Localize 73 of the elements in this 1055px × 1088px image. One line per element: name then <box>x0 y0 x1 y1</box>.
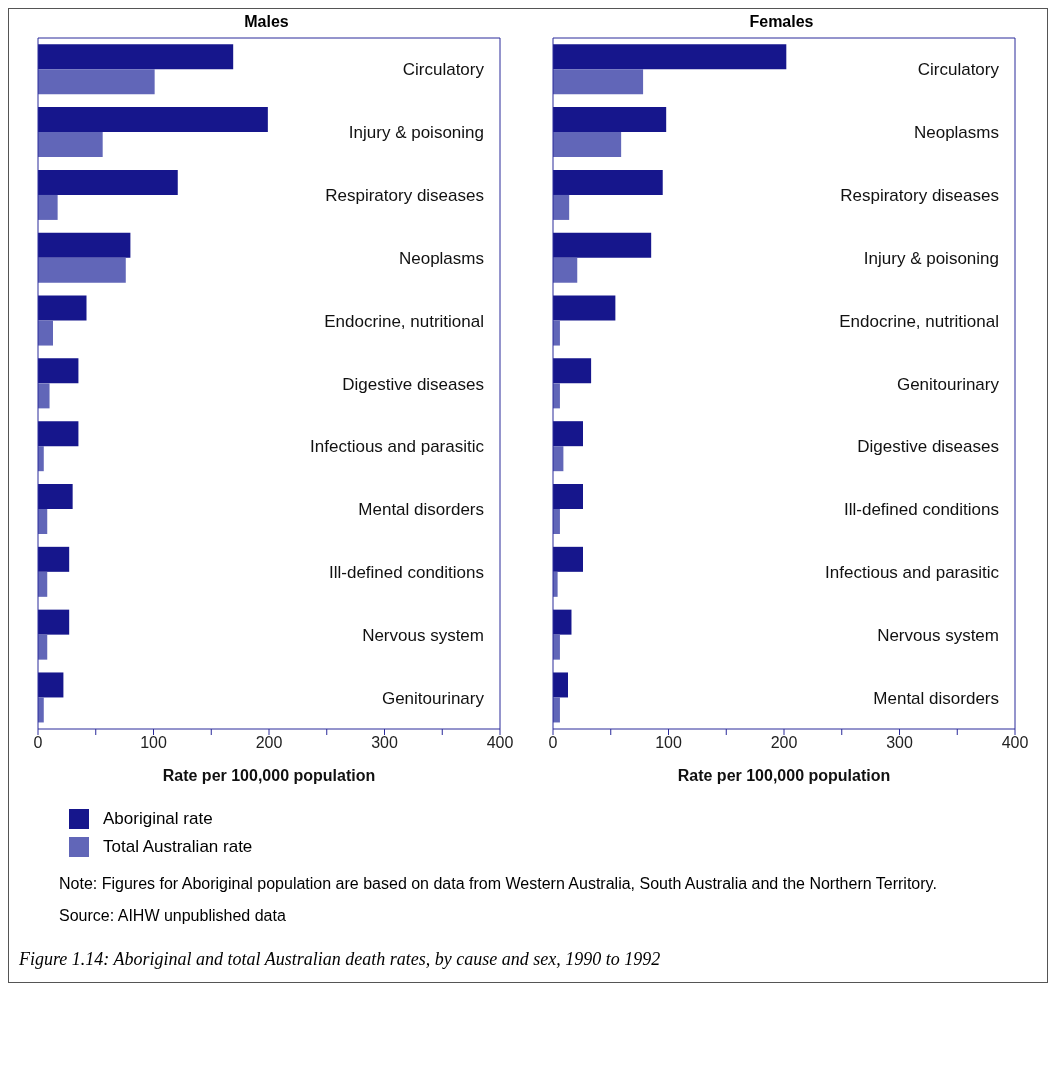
bar <box>553 257 578 283</box>
y-tick-label: Neoplasms <box>913 123 999 143</box>
chart-title: Females <box>748 13 815 32</box>
x-tick-label: 400 <box>486 734 514 752</box>
bar <box>38 257 126 283</box>
chart-title: Males <box>243 13 290 32</box>
bar <box>38 320 54 346</box>
bar <box>553 194 570 220</box>
bar <box>38 132 103 158</box>
bar <box>38 107 268 133</box>
bar <box>553 672 569 698</box>
y-tick-label: Neoplasms <box>398 248 484 268</box>
y-tick-label: Mental disorders <box>358 500 484 520</box>
bar <box>553 107 667 133</box>
source-note: Source: AIHW unpublished data <box>59 907 287 925</box>
y-tick-label: Injury & poisoning <box>863 248 999 268</box>
x-tick-label: 100 <box>140 734 167 752</box>
caption: Figure 1.14: Aboriginal and total Australian death rates, by cause and sex, 1990 to 1992 <box>19 949 662 970</box>
y-tick-label: Genitourinary <box>381 688 485 708</box>
bar <box>553 232 652 258</box>
bar <box>38 44 234 70</box>
bar <box>38 232 131 258</box>
bar <box>553 484 584 510</box>
bar <box>553 546 584 572</box>
y-tick-label: Nervous system <box>877 625 999 645</box>
bar <box>553 169 663 195</box>
y-tick-label: Nervous system <box>362 625 484 645</box>
y-tick-label: Mental disorders <box>873 688 999 708</box>
text: Note: Figures for Aboriginal population are based on data from Western Australia, South Australia and the Northern Territory. <box>59 875 938 893</box>
bar <box>38 194 58 220</box>
bar <box>553 132 622 158</box>
bar <box>38 169 178 195</box>
y-tick-label: Ill-defined conditions <box>844 500 999 520</box>
x-tick-label: 300 <box>371 734 398 752</box>
legend-label: Total Australian rate <box>103 837 253 857</box>
y-tick-label: Circulatory <box>402 60 485 80</box>
bar <box>38 546 70 572</box>
y-tick-label: Endocrine, nutritional <box>839 311 999 331</box>
bar <box>38 383 50 409</box>
x-tick-label: 400 <box>1001 734 1029 752</box>
bar <box>38 295 87 321</box>
y-tick-label: Respiratory diseases <box>325 186 484 206</box>
x-tick-label: 0 <box>33 734 43 752</box>
bar <box>553 421 584 447</box>
y-tick-label: Digestive diseases <box>342 374 484 394</box>
x-axis-title: Rate per 100,000 population <box>162 767 376 784</box>
bar <box>38 69 155 95</box>
bar <box>38 484 73 510</box>
y-tick-label: Infectious and parasitic <box>825 562 1000 582</box>
y-tick-label: Respiratory diseases <box>840 186 999 206</box>
y-tick-label: Endocrine, nutritional <box>324 311 484 331</box>
bar <box>553 295 616 321</box>
x-tick-label: 300 <box>886 734 913 752</box>
legend-label: Aboriginal rate <box>103 809 213 829</box>
y-tick-label: Ill-defined conditions <box>329 562 484 582</box>
x-tick-label: 100 <box>655 734 682 752</box>
x-tick-label: 200 <box>255 734 283 752</box>
bar <box>38 421 79 447</box>
bar <box>553 358 592 384</box>
x-tick-label: 200 <box>770 734 798 752</box>
bar <box>38 358 79 384</box>
bar <box>38 672 64 698</box>
x-axis-title: Rate per 100,000 population <box>677 767 891 784</box>
y-tick-label: Circulatory <box>917 60 1000 80</box>
bar <box>553 609 572 635</box>
x-tick-label: 0 <box>548 734 558 752</box>
y-tick-label: Digestive diseases <box>857 437 999 457</box>
y-tick-label: Genitourinary <box>896 374 1000 394</box>
y-tick-label: Infectious and parasitic <box>310 437 485 457</box>
bar <box>553 44 787 70</box>
bar <box>553 69 644 95</box>
bar <box>38 609 70 635</box>
y-tick-label: Injury & poisoning <box>348 123 484 143</box>
